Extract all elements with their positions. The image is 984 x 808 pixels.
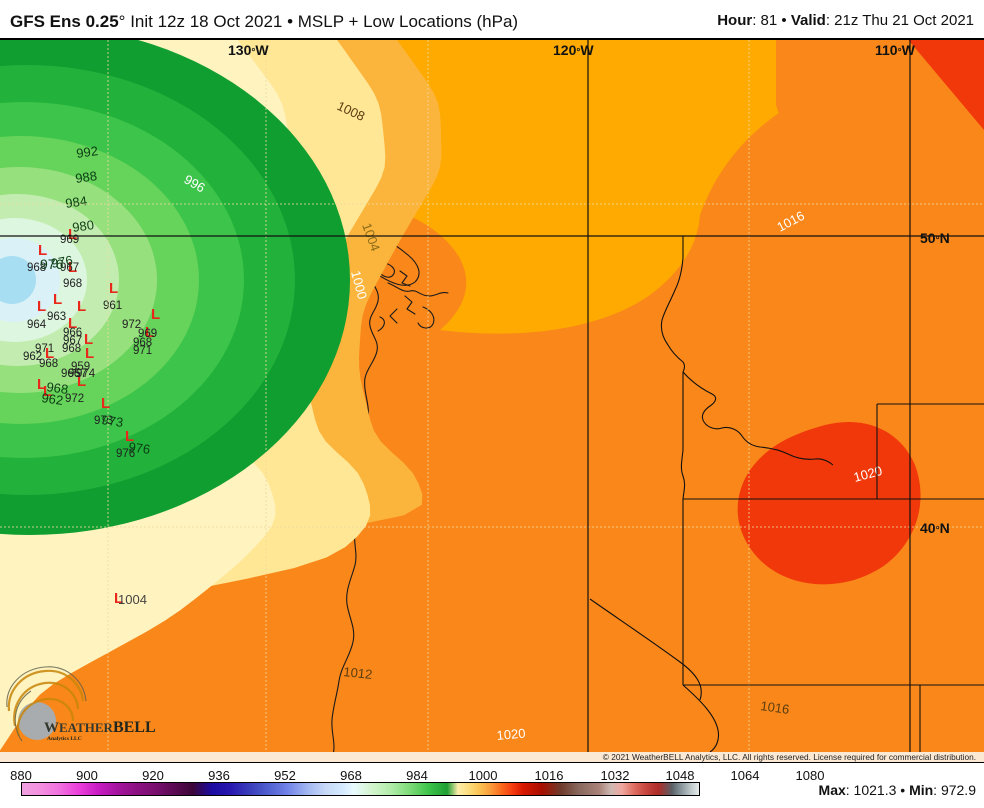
svg-text:992: 992 [75, 143, 99, 161]
svg-text:1004: 1004 [118, 592, 147, 607]
svg-text:968: 968 [62, 343, 81, 355]
svg-text:972: 972 [65, 393, 84, 405]
svg-text:L: L [53, 291, 62, 308]
svg-text:L: L [37, 298, 46, 315]
svg-text:WEATHERBELL: WEATHERBELL [44, 719, 156, 736]
svg-text:L: L [101, 395, 110, 412]
svg-text:968: 968 [39, 358, 58, 370]
svg-text:959: 959 [71, 361, 90, 373]
svg-text:973: 973 [101, 412, 125, 430]
svg-text:961: 961 [103, 300, 122, 312]
svg-text:988: 988 [74, 168, 98, 186]
svg-text:964: 964 [27, 319, 47, 331]
svg-text:L: L [151, 306, 160, 323]
svg-text:L: L [85, 345, 94, 362]
svg-text:963: 963 [47, 311, 66, 323]
svg-text:980: 980 [71, 217, 95, 235]
svg-text:L: L [109, 280, 118, 297]
svg-text:971: 971 [133, 345, 152, 357]
svg-text:984: 984 [64, 193, 88, 211]
svg-text:Analytics LLC: Analytics LLC [47, 736, 82, 742]
svg-text:966: 966 [63, 327, 82, 339]
svg-text:1012: 1012 [343, 664, 373, 682]
svg-text:968: 968 [63, 278, 82, 290]
svg-text:971: 971 [35, 343, 54, 355]
svg-text:L: L [77, 298, 86, 315]
svg-text:976: 976 [128, 439, 152, 457]
svg-text:1020: 1020 [496, 726, 526, 743]
svg-text:968: 968 [46, 379, 70, 397]
